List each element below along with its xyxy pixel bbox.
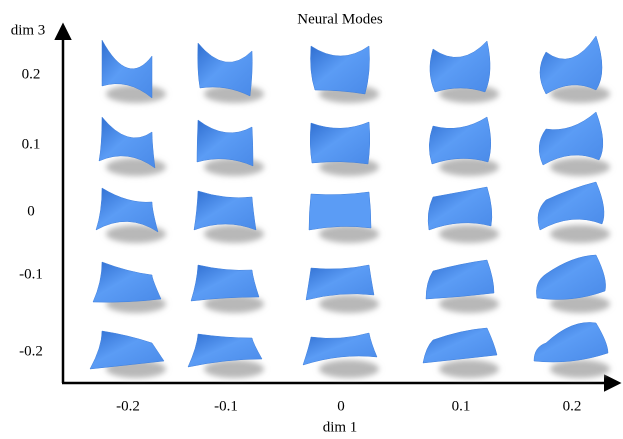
cloth-shape	[538, 182, 604, 230]
shadow	[319, 360, 379, 378]
y-axis-label: dim 3	[11, 22, 46, 38]
x-tick-label: -0.1	[214, 398, 238, 414]
cloth-shape	[194, 191, 256, 230]
shadow	[550, 360, 610, 378]
x-tick-label: -0.2	[116, 398, 140, 414]
cloth-shape	[303, 333, 377, 365]
shadow	[550, 158, 610, 176]
shadow	[106, 158, 166, 176]
cloth-shape	[310, 122, 370, 164]
cloth-shape	[534, 322, 608, 362]
cloth-shape	[309, 192, 371, 230]
shadow	[439, 225, 499, 243]
y-tick-label: 0.1	[22, 136, 41, 152]
cloth-shape	[426, 260, 494, 299]
x-axis-label: dim 1	[323, 419, 358, 435]
cloth-shape	[423, 328, 497, 363]
title: Neural Modes	[297, 11, 383, 27]
y-tick-label: 0.2	[22, 66, 41, 82]
shadow	[439, 360, 499, 378]
cloth-shape	[429, 117, 491, 164]
x-tick-label: 0	[337, 398, 345, 414]
y-tick-label: -0.1	[19, 266, 43, 282]
x-tick-label: 0.1	[452, 398, 471, 414]
cloth-shape	[197, 120, 253, 166]
shadow	[550, 225, 610, 243]
cloth-shape	[191, 265, 259, 301]
cloth-shape	[96, 188, 158, 232]
y-tick-label: -0.2	[19, 343, 43, 359]
cloth-shape	[539, 112, 603, 165]
cloth-shape	[198, 43, 253, 96]
y-tick-label: 0	[27, 203, 35, 219]
cloth-shape	[93, 262, 161, 302]
shadow	[319, 295, 379, 313]
x-tick-label: 0.2	[563, 398, 582, 414]
cloth-shape	[430, 41, 490, 92]
figure: Neural Modes dim 3 dim 1 -0.2 -0.1 0 0.1 0.2…	[0, 0, 623, 439]
cloth-shape	[540, 36, 602, 94]
cloth-shape	[536, 255, 605, 299]
shadow	[439, 158, 499, 176]
cloth-shape	[311, 46, 370, 94]
shadow	[204, 158, 264, 176]
shape-grid	[90, 36, 610, 378]
cloth-shape	[306, 265, 374, 300]
cloth-shape	[428, 187, 492, 230]
